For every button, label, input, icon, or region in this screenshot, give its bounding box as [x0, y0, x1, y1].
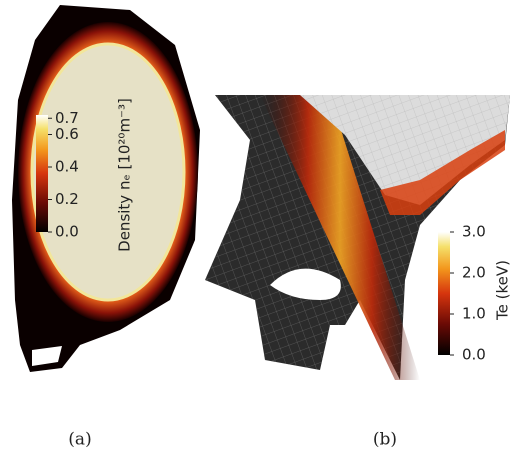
colorbar-tick-label: 0.6 — [55, 125, 79, 143]
colorbar-tick-label: 1.0 — [462, 305, 486, 323]
colorbar — [438, 232, 450, 355]
colorbar-tick-label: 2.0 — [462, 264, 486, 282]
colorbar-tick-label: 0.0 — [462, 346, 486, 364]
colorbar-tick-label: 3.0 — [462, 223, 486, 241]
caption: (a) — [68, 430, 91, 450]
colorbar-label: Density nₑ [10²⁰m⁻³] — [116, 98, 134, 252]
colorbar-tick-label: 0.4 — [55, 158, 79, 176]
colorbar-tick-label: 0.2 — [55, 190, 79, 208]
figure: (a) (b) 0.70.60.40.20.0Density nₑ [10²⁰m… — [0, 0, 524, 456]
colorbar-tick-label: 0.0 — [55, 223, 79, 241]
colorbar — [36, 115, 48, 232]
colorbar-label: Te (keV) — [494, 260, 512, 321]
caption: (b) — [373, 430, 397, 450]
